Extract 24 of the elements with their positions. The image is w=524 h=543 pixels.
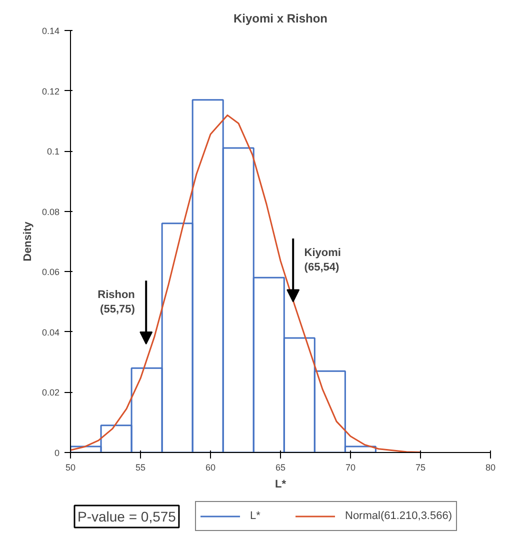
legend-label: Normal(61.210,3.566)	[345, 510, 452, 522]
legend-label: L*	[250, 510, 262, 522]
y-tick-label: 0.06	[42, 267, 60, 278]
y-tick-label: 0.1	[46, 146, 60, 157]
x-tick-label: 50	[65, 462, 76, 472]
text: P-value = 0,575	[78, 508, 176, 524]
y-tick-label: 0.04	[42, 327, 60, 338]
y-tick-label: 0.12	[42, 86, 60, 96]
y-tick-label: 0.14	[42, 26, 60, 36]
annotation: Rishon (55,75)	[98, 289, 136, 316]
x-tick-label: 75	[415, 462, 426, 472]
y-tick-label: 0	[54, 448, 60, 458]
y-axis-title: Density	[22, 220, 34, 262]
x-tick-label: 55	[135, 462, 146, 472]
annotation: Kiyomi (65,54)	[304, 246, 341, 274]
x-tick-label: 60	[205, 462, 216, 472]
y-tick-label: 0.08	[42, 206, 60, 217]
x-axis-title: L*	[275, 478, 287, 490]
x-tick-label: 65	[275, 462, 286, 472]
y-tick-label: 0.02	[42, 388, 60, 398]
x-tick-label: 80	[485, 462, 496, 472]
chart-title: Kiyomi x Rishon	[233, 12, 328, 26]
line-series	[70, 114, 422, 452]
x-tick-label: 70	[345, 462, 356, 472]
